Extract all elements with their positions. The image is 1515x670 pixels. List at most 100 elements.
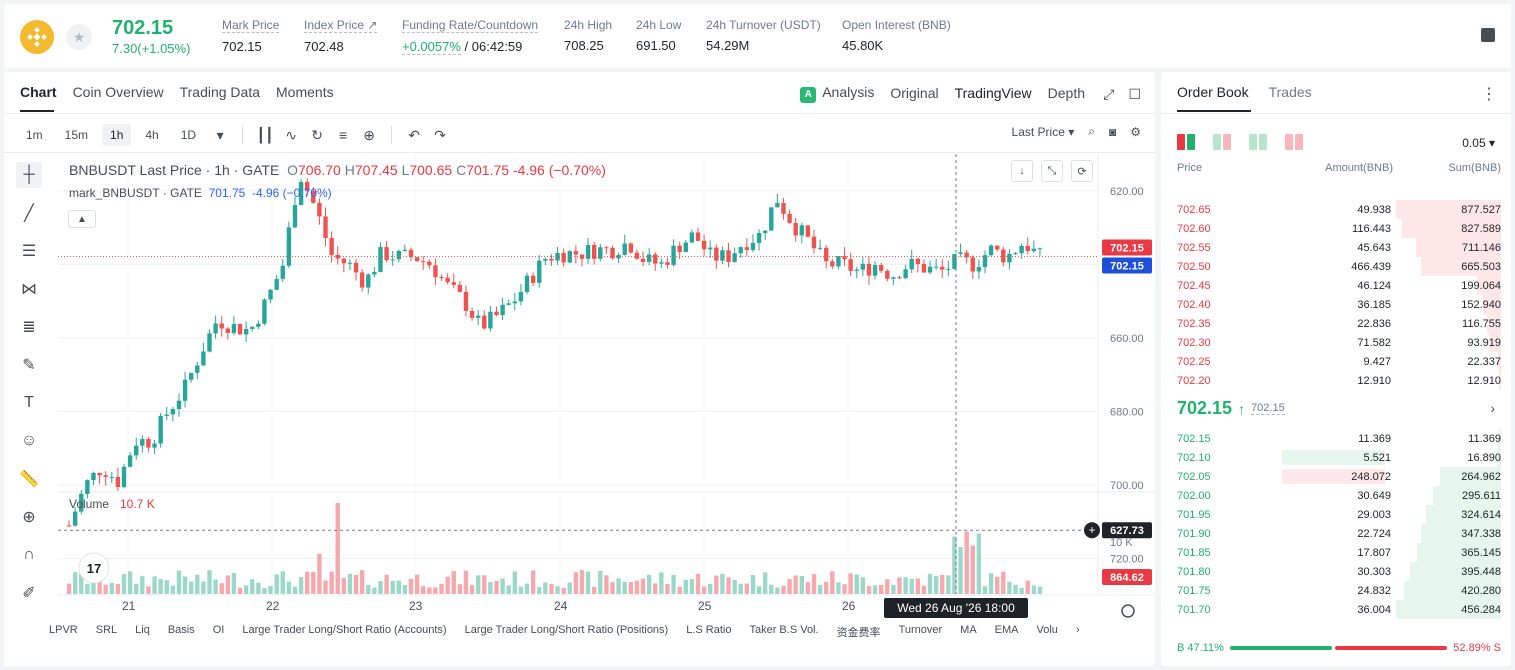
timeframe-1h[interactable]: 1h: [102, 124, 132, 146]
bid-row[interactable]: 701.70 36.004 456.284: [1161, 600, 1511, 619]
view-bids-icon[interactable]: [1249, 134, 1267, 150]
volume-bar: [909, 578, 914, 594]
add-indicator-icon[interactable]: ⊕: [363, 126, 375, 143]
ask-row[interactable]: 702.20 12.910 12.910: [1161, 371, 1511, 390]
indicator-tab[interactable]: Large Trader Long/Short Ratio (Positions…: [464, 624, 669, 636]
lock-draw-icon[interactable]: ✐: [22, 585, 36, 602]
layout-icon[interactable]: ≡: [338, 127, 348, 143]
indicator-tab[interactable]: Turnover: [898, 624, 943, 636]
fib-icon[interactable]: ≣: [22, 319, 36, 336]
tab-analysis[interactable]: A Analysis: [800, 84, 874, 103]
search-icon[interactable]: ⌕: [1088, 124, 1095, 138]
price-chart[interactable]: 720.00700.00680.00660.00640.00620.002122…: [58, 154, 1155, 624]
ask-row[interactable]: 702.40 36.185 152.940: [1161, 295, 1511, 314]
replay-icon[interactable]: ↻: [311, 126, 323, 143]
brush-icon[interactable]: ✎: [22, 357, 36, 374]
trendline-icon[interactable]: ╱: [24, 205, 34, 222]
ruler-icon[interactable]: 📏: [19, 471, 39, 488]
volume-bar: [659, 572, 664, 594]
tab-original[interactable]: Original: [890, 85, 939, 102]
stat-label[interactable]: Index Price ↗: [304, 18, 378, 33]
tab-chart[interactable]: Chart: [20, 84, 57, 100]
bid-row[interactable]: 702.10 5.521 16.890: [1161, 448, 1511, 467]
candle-type-icon[interactable]: ┃┃: [256, 126, 274, 143]
chevron-right-icon[interactable]: ›: [1490, 400, 1495, 416]
pattern-icon[interactable]: ⋈: [21, 281, 37, 298]
tab-order-book[interactable]: Order Book: [1177, 84, 1249, 100]
camera-icon[interactable]: ◙: [1108, 124, 1117, 139]
window-icon[interactable]: ☐: [1128, 86, 1141, 102]
volume-bar: [384, 574, 389, 594]
ask-row[interactable]: 702.60 116.443 827.589: [1161, 219, 1511, 238]
expand-icon[interactable]: ⤢: [1103, 86, 1115, 102]
indicator-tab[interactable]: MA: [960, 624, 977, 636]
text-icon[interactable]: T: [24, 394, 34, 411]
ask-row[interactable]: 702.35 22.836 116.755: [1161, 314, 1511, 333]
ask-row[interactable]: 702.55 45.643 711.146: [1161, 238, 1511, 257]
favorite-star-icon[interactable]: ★: [66, 24, 92, 50]
indicator-tab[interactable]: LPVR: [49, 624, 78, 636]
bid-row[interactable]: 701.95 29.003 324.614: [1161, 505, 1511, 524]
timeframe-1m[interactable]: 1m: [26, 128, 43, 142]
bid-row[interactable]: 702.05 248.072 264.962: [1161, 467, 1511, 486]
candle: [860, 263, 866, 270]
view-both-icon[interactable]: [1177, 134, 1195, 150]
view-mixed-icon[interactable]: [1285, 134, 1303, 150]
price-type-label: Last Price: [1011, 124, 1065, 139]
legend-collapse-button[interactable]: ▲: [68, 210, 96, 228]
bid-row[interactable]: 701.80 30.303 395.448: [1161, 562, 1511, 581]
zoom-in-icon[interactable]: ⊕: [22, 509, 36, 526]
indicator-tab[interactable]: 资金费率: [836, 627, 881, 639]
precision-select[interactable]: 0.05 ▾: [1462, 136, 1495, 150]
book-icon[interactable]: [1481, 28, 1495, 42]
undo-icon[interactable]: ↶: [408, 126, 420, 143]
indicators-icon[interactable]: ∿: [285, 126, 297, 143]
magnet-icon[interactable]: ∩: [23, 546, 35, 563]
bid-row[interactable]: 701.85 17.807 365.145: [1161, 543, 1511, 562]
indicator-tab[interactable]: EMA: [994, 624, 1019, 636]
ask-row[interactable]: 702.30 71.582 93.919: [1161, 333, 1511, 352]
scroll-down-icon[interactable]: ↓: [1011, 160, 1033, 182]
bid-row[interactable]: 701.90 22.724 347.338: [1161, 524, 1511, 543]
ask-row[interactable]: 702.65 49.938 877.527: [1161, 200, 1511, 219]
ask-row[interactable]: 702.45 46.124 199.064: [1161, 276, 1511, 295]
bid-row[interactable]: 702.00 30.649 295.611: [1161, 486, 1511, 505]
tab-trades[interactable]: Trades: [1268, 84, 1312, 100]
indicator-tab[interactable]: Liq: [135, 624, 150, 636]
ask-row[interactable]: 702.25 9.427 22.337: [1161, 352, 1511, 371]
tab-trading-data[interactable]: Trading Data: [179, 84, 261, 100]
gear-icon[interactable]: ⚙: [1130, 124, 1141, 139]
indicator-tab[interactable]: SRL: [95, 624, 118, 636]
add-alert-icon[interactable]: [1084, 522, 1100, 539]
more-icon[interactable]: ⋮: [1481, 86, 1497, 103]
tab-tradingview[interactable]: TradingView: [954, 85, 1032, 102]
bid-row[interactable]: 702.15 11.369 11.369: [1161, 429, 1511, 448]
indicator-tab[interactable]: L.S Ratio: [686, 624, 732, 636]
bid-row[interactable]: 701.75 24.832 420.280: [1161, 581, 1511, 600]
timeframe-1d[interactable]: 1D: [180, 128, 197, 142]
emoji-icon[interactable]: ☺: [20, 432, 38, 449]
redo-icon[interactable]: ↷: [434, 126, 446, 143]
chevron-right-icon[interactable]: ›: [1075, 624, 1080, 636]
axis-settings-icon[interactable]: [1121, 604, 1135, 618]
ask-row[interactable]: 702.50 466.439 665.503: [1161, 257, 1511, 276]
refresh-icon[interactable]: ⟳: [1071, 160, 1093, 182]
indicator-tab[interactable]: Basis: [167, 624, 195, 636]
timeframe-4h[interactable]: 4h: [145, 128, 159, 142]
tab-coin-overview[interactable]: Coin Overview: [72, 84, 164, 100]
tab-moments[interactable]: Moments: [276, 84, 334, 100]
indicator-tab[interactable]: Large Trader Long/Short Ratio (Accounts): [242, 624, 447, 636]
candle: [323, 216, 328, 238]
indicator-tab[interactable]: Taker B.S Vol.: [749, 624, 819, 636]
horizontal-lines-icon[interactable]: ☰: [21, 243, 37, 260]
timeframe-dropdown-icon[interactable]: ▾: [216, 126, 224, 143]
indicator-tab[interactable]: Volu: [1036, 624, 1058, 636]
view-asks-icon[interactable]: [1213, 134, 1231, 150]
price-type-select[interactable]: Last Price ▾: [1011, 124, 1075, 139]
timeframe-15m[interactable]: 15m: [64, 128, 89, 142]
indicator-tab[interactable]: OI: [212, 624, 225, 636]
tab-depth[interactable]: Depth: [1047, 85, 1085, 102]
volume-bar: [756, 586, 762, 594]
fit-icon[interactable]: ⤡: [1041, 160, 1063, 182]
crosshair-icon[interactable]: ┼: [16, 162, 42, 188]
